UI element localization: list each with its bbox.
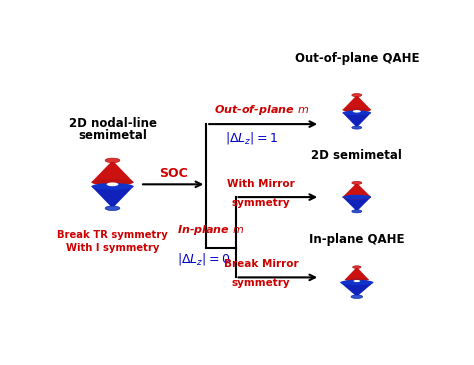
Polygon shape <box>343 95 371 110</box>
Polygon shape <box>340 283 374 297</box>
Ellipse shape <box>340 280 374 285</box>
Text: semimetal: semimetal <box>78 129 147 142</box>
Polygon shape <box>343 197 371 211</box>
Ellipse shape <box>352 126 362 129</box>
Text: With I symmetry: With I symmetry <box>66 243 159 253</box>
Text: Break TR symmetry: Break TR symmetry <box>57 230 168 240</box>
Ellipse shape <box>351 295 363 299</box>
Ellipse shape <box>91 183 134 190</box>
Ellipse shape <box>105 206 120 211</box>
Polygon shape <box>343 113 371 127</box>
Text: Out-of-plane QAHE: Out-of-plane QAHE <box>294 52 419 65</box>
Text: 2D nodal-line: 2D nodal-line <box>69 116 156 130</box>
Ellipse shape <box>352 181 362 184</box>
Ellipse shape <box>343 111 371 115</box>
Text: In-plane $m$: In-plane $m$ <box>177 223 244 237</box>
Polygon shape <box>343 183 371 197</box>
Text: symmetry: symmetry <box>232 278 291 288</box>
Polygon shape <box>91 187 134 208</box>
Polygon shape <box>345 267 369 280</box>
Ellipse shape <box>352 93 362 97</box>
Text: Break Mirror: Break Mirror <box>224 260 299 269</box>
Ellipse shape <box>343 108 371 112</box>
Ellipse shape <box>353 266 361 268</box>
Text: symmetry: symmetry <box>232 198 291 208</box>
Ellipse shape <box>353 110 361 113</box>
Polygon shape <box>91 160 134 182</box>
Ellipse shape <box>105 158 120 163</box>
Ellipse shape <box>343 195 371 199</box>
Text: With Mirror: With Mirror <box>228 179 295 189</box>
Text: $|\Delta L_z|=0$: $|\Delta L_z|=0$ <box>177 251 230 267</box>
Text: Out-of-plane $m$: Out-of-plane $m$ <box>214 103 309 117</box>
Ellipse shape <box>343 195 371 199</box>
Ellipse shape <box>107 182 118 186</box>
Text: 2D semimetal: 2D semimetal <box>311 149 402 162</box>
Ellipse shape <box>354 280 360 282</box>
Text: SOC: SOC <box>159 167 188 180</box>
Ellipse shape <box>91 179 134 185</box>
Ellipse shape <box>345 278 369 281</box>
Text: $|\Delta L_z|=1$: $|\Delta L_z|=1$ <box>225 130 278 146</box>
Ellipse shape <box>352 210 362 213</box>
Text: In-plane QAHE: In-plane QAHE <box>309 233 404 246</box>
